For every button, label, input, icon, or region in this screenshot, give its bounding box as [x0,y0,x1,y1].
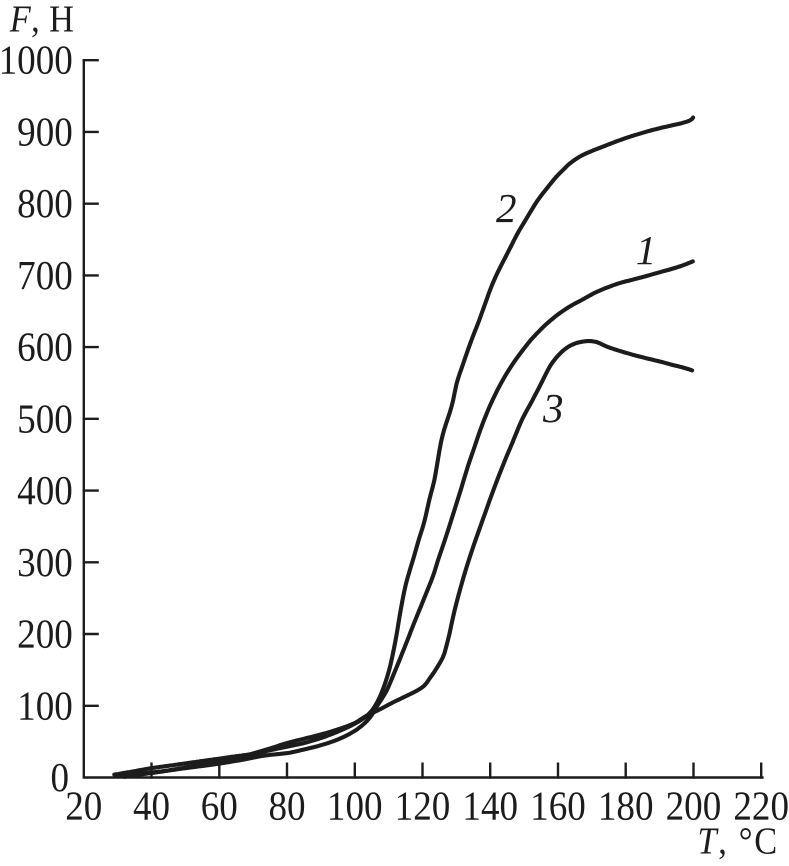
svg-text:180: 180 [598,784,654,829]
svg-text:3: 3 [542,385,564,431]
svg-text:300: 300 [17,540,73,585]
svg-text:120: 120 [395,784,451,829]
svg-text:160: 160 [530,784,586,829]
svg-text:700: 700 [17,253,73,298]
svg-text:0: 0 [50,755,69,800]
svg-text:140: 140 [462,784,518,829]
svg-text:20: 20 [65,784,102,829]
svg-text:1000: 1000 [0,38,73,83]
svg-text:80: 80 [268,784,305,829]
svg-text:40: 40 [133,784,170,829]
svg-text:1: 1 [636,227,657,273]
svg-text:100: 100 [327,784,383,829]
svg-text:220: 220 [733,784,789,829]
svg-text:F, Н: F, Н [9,0,74,40]
svg-text:600: 600 [17,325,73,370]
svg-text:200: 200 [17,612,73,657]
svg-text:200: 200 [666,784,722,829]
svg-text:800: 800 [17,182,73,227]
svg-text:900: 900 [17,110,73,155]
svg-text:400: 400 [17,468,73,513]
svg-text:500: 500 [17,397,73,442]
svg-text:2: 2 [496,185,517,231]
svg-text:60: 60 [201,784,238,829]
svg-text:100: 100 [17,684,73,729]
